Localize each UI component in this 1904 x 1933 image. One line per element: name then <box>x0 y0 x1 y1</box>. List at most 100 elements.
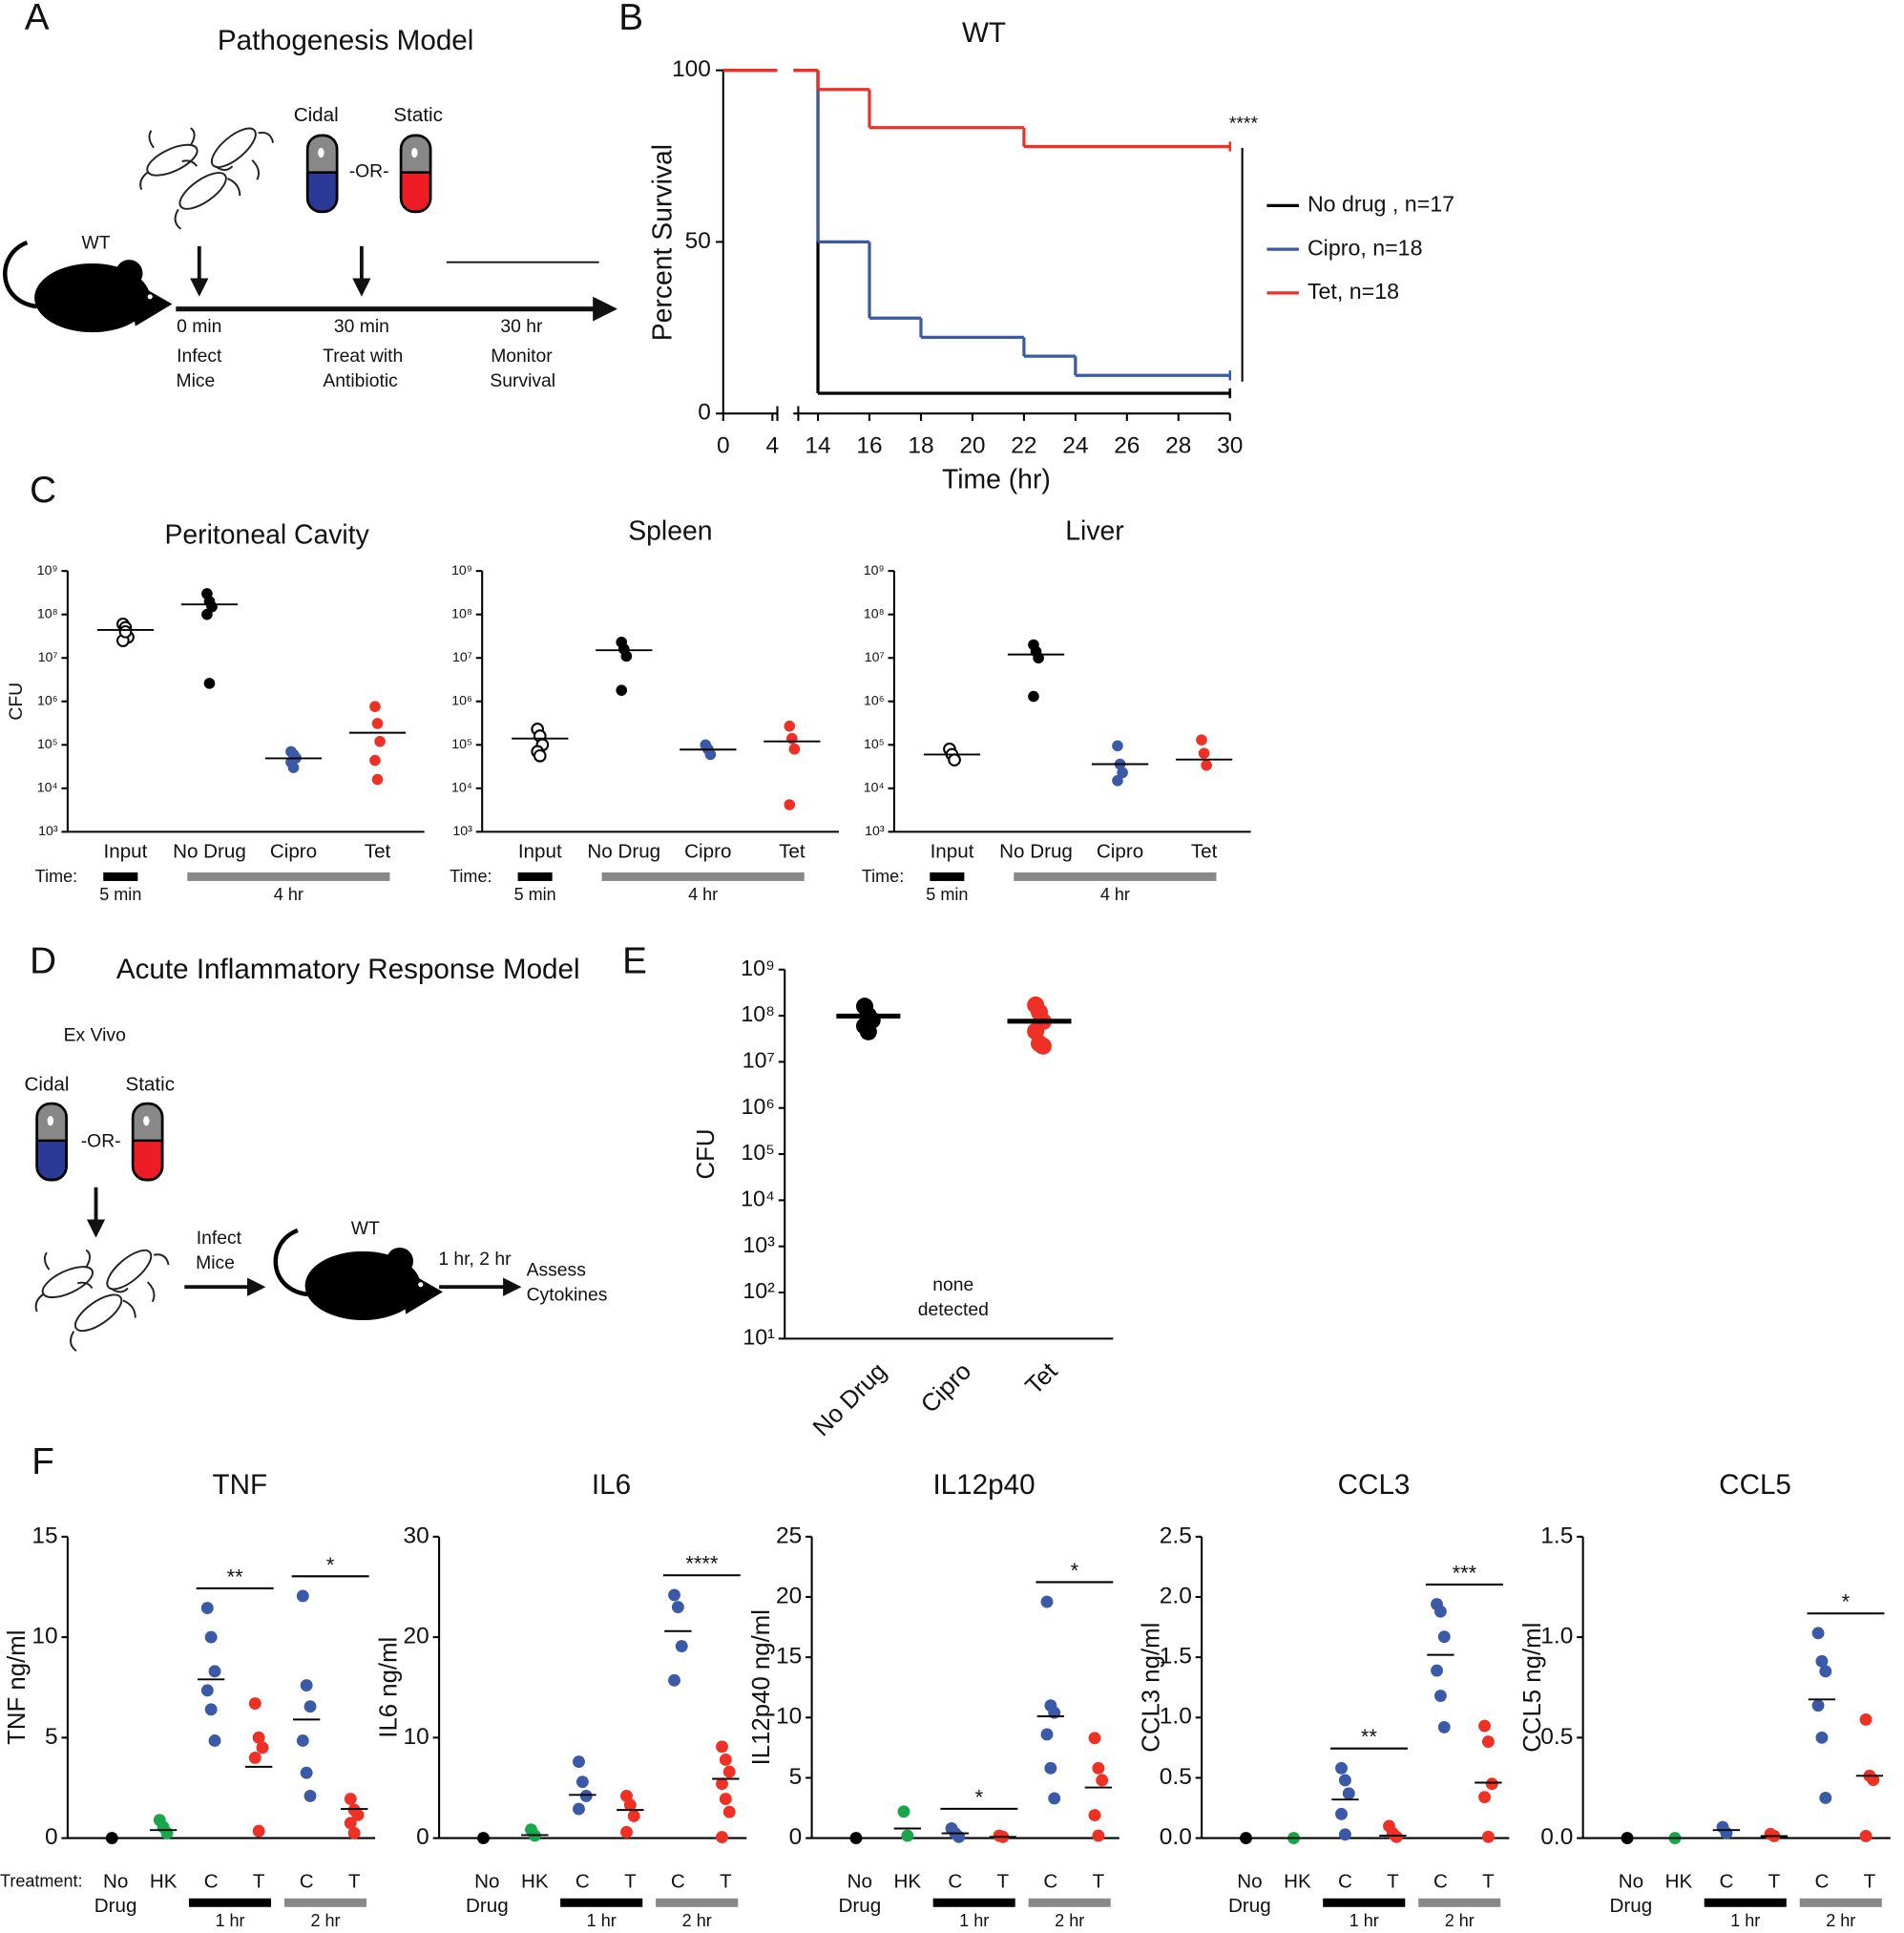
or-label: -OR- <box>81 1131 121 1151</box>
x-tick-label: 22 <box>1011 432 1036 458</box>
data-point <box>248 1697 262 1710</box>
data-point <box>1196 734 1207 746</box>
x-tick-label: C <box>575 1870 590 1892</box>
data-point <box>369 754 381 767</box>
time-label: 4 hr <box>1100 885 1130 904</box>
data-point <box>1092 1829 1105 1842</box>
data-point <box>248 1751 262 1764</box>
x-tick-label: C <box>1043 1870 1057 1892</box>
data-point <box>287 762 300 773</box>
y-axis-label: CCL5 ng/ml <box>1519 1623 1546 1753</box>
data-point <box>575 1775 589 1789</box>
diagram-a: Pathogenesis Model Cidal Static -OR- WT … <box>5 25 617 391</box>
y-tick-label: 15 <box>31 1523 57 1548</box>
time-bar <box>187 872 390 881</box>
y-tick-label: 10⁷ <box>865 650 885 665</box>
y-tick-label: 2.5 <box>1160 1523 1192 1548</box>
pill-static <box>131 1102 164 1182</box>
legend-label: No drug , n=17 <box>1308 192 1454 217</box>
y-tick-label: 1.0 <box>1540 1624 1573 1649</box>
time-bar <box>1323 1898 1406 1907</box>
y-tick-label: 10⁸ <box>864 606 885 621</box>
y-tick-label: 10⁹ <box>451 563 472 578</box>
data-point <box>788 743 801 755</box>
x-tick-label: C <box>671 1870 685 1892</box>
x-tick-label: Drug <box>94 1895 137 1917</box>
mouse <box>5 242 172 332</box>
step-time: 30 min <box>334 317 389 337</box>
x-tick-label: C <box>1814 1870 1829 1892</box>
x-tick-label: C <box>1719 1870 1733 1892</box>
y-tick-label: 10⁴ <box>864 781 885 796</box>
data-point <box>201 608 213 620</box>
or-label: -OR- <box>349 162 389 182</box>
significance: * <box>1842 1590 1851 1614</box>
time-bar <box>930 872 965 881</box>
setting-label: Ex Vivo <box>64 1025 126 1045</box>
time-label: 1 hr <box>587 1911 617 1930</box>
data-point <box>208 1734 221 1747</box>
data-point <box>668 1673 680 1687</box>
data-point <box>1028 690 1039 703</box>
data-point <box>675 1640 688 1653</box>
data-point <box>347 1826 361 1839</box>
panel-label: C <box>30 470 56 511</box>
diagram-title: Acute Inflammatory Response Model <box>116 954 580 985</box>
data-point <box>1431 1664 1443 1677</box>
step-text: Assess <box>527 1261 586 1281</box>
data-point <box>1433 1690 1447 1702</box>
x-tick-label: Tet <box>779 841 806 863</box>
y-tick-label: 10 <box>404 1724 429 1750</box>
data-point <box>351 1808 365 1821</box>
y-tick-label: 10⁸ <box>741 1001 775 1026</box>
y-tick-label: 10³ <box>452 824 472 839</box>
data-point <box>1112 775 1123 787</box>
x-tick-label: HK <box>894 1870 922 1892</box>
data-point <box>371 773 384 786</box>
data-point <box>1335 1807 1348 1820</box>
y-tick-label: 0.5 <box>1540 1724 1573 1750</box>
chart-title: TNF <box>213 1469 268 1501</box>
time-label: 5 min <box>514 885 556 904</box>
y-tick-label: 10⁴ <box>451 781 472 796</box>
y-axis-label: CFU <box>7 683 27 721</box>
x-tick-label: C <box>1433 1870 1448 1892</box>
data-point <box>948 753 961 767</box>
x-tick-label: No <box>1619 1870 1643 1892</box>
x-tick-label: T <box>1482 1870 1495 1892</box>
significance: * <box>1071 1559 1079 1583</box>
panel-label: E <box>622 940 647 981</box>
step-text: Mice <box>177 371 216 391</box>
data-point <box>1815 1654 1829 1668</box>
time-label: 2 hr <box>1445 1911 1475 1930</box>
data-point <box>1811 1627 1825 1640</box>
x-tick-label: 18 <box>908 432 933 458</box>
data-point <box>1859 1712 1873 1726</box>
y-tick-label: 10¹ <box>743 1324 775 1349</box>
data-point <box>296 1734 309 1747</box>
y-tick-label: 10⁵ <box>742 1140 775 1165</box>
y-tick-label: 1.5 <box>1540 1523 1573 1548</box>
step-text: Survival <box>490 371 555 391</box>
mouse <box>276 1230 443 1320</box>
y-tick-label: 1.5 <box>1160 1644 1192 1670</box>
y-tick-label: 10⁵ <box>864 737 885 752</box>
time-label: 2 hr <box>310 1911 340 1930</box>
y-tick-label: 5 <box>789 1764 803 1790</box>
y-tick-label: 10³ <box>865 824 885 839</box>
data-point <box>620 650 633 662</box>
step-text: Treat with <box>323 347 403 367</box>
drug-label: Static <box>125 1073 175 1095</box>
chart-title: IL6 <box>592 1469 631 1501</box>
legend-label: Cipro, n=18 <box>1308 235 1423 260</box>
pill-cidal <box>305 134 339 214</box>
data-point <box>573 1802 585 1816</box>
y-tick-label: 20 <box>776 1583 802 1608</box>
time-bar <box>601 872 805 881</box>
x-tick-label: T <box>997 1870 1010 1892</box>
y-tick-label: 0 <box>789 1824 803 1850</box>
y-axis-label: Percent Survival <box>647 144 678 341</box>
chart-title: WT <box>962 17 1006 49</box>
y-tick-label: 5 <box>45 1724 58 1750</box>
x-tick-label: Input <box>518 841 562 863</box>
